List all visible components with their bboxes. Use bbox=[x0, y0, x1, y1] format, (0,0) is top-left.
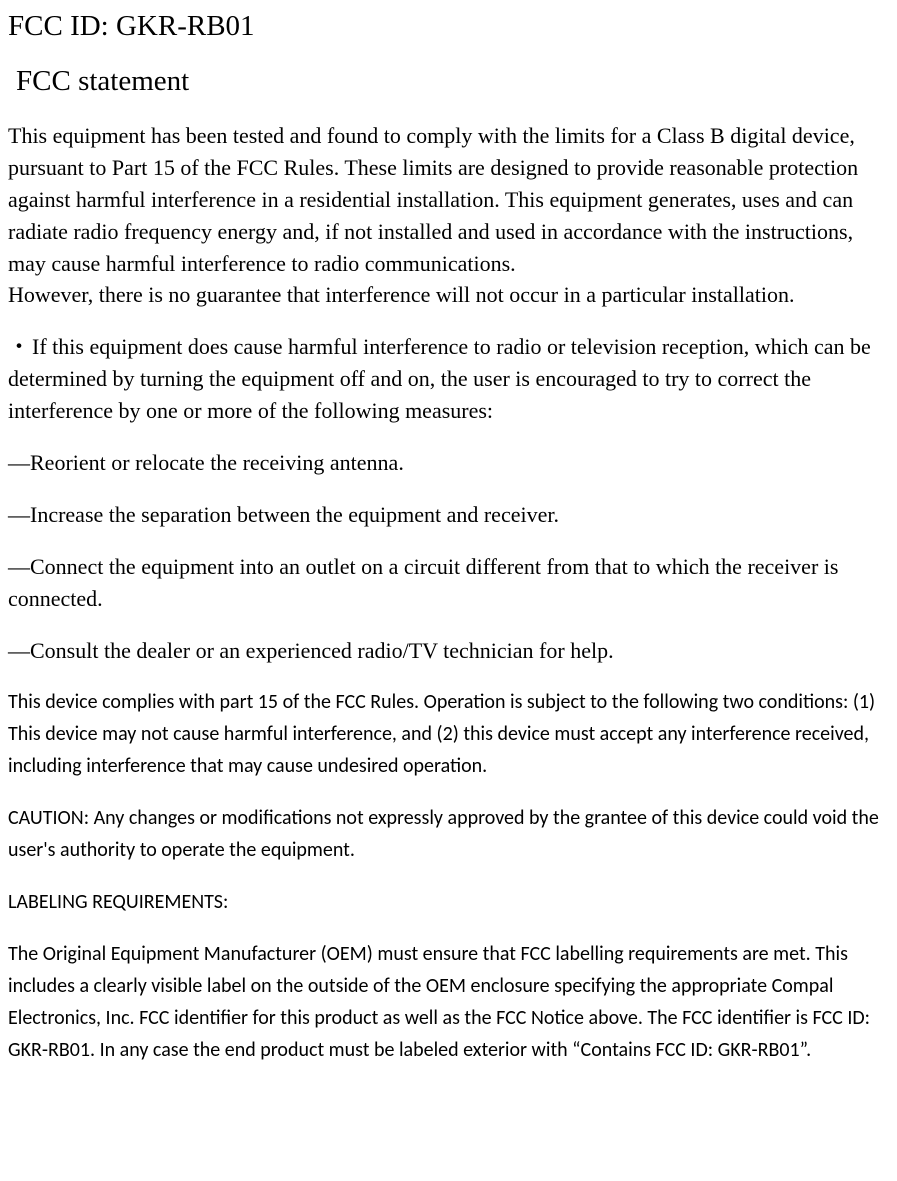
dash-icon: — bbox=[8, 635, 30, 667]
measure-3-text: Connect the equipment into an outlet on … bbox=[8, 554, 838, 611]
statement-title: FCC statement bbox=[8, 65, 889, 98]
measure-4: —Consult the dealer or an experienced ra… bbox=[8, 635, 889, 667]
dash-icon: — bbox=[8, 499, 30, 531]
bullet-paragraph: ・If this equipment does cause harmful in… bbox=[8, 331, 889, 427]
intro-text-2: However, there is no guarantee that inte… bbox=[8, 282, 795, 307]
labeling-title: LABELING REQUIREMENTS: bbox=[8, 886, 889, 918]
measure-3: —Connect the equipment into an outlet on… bbox=[8, 551, 889, 615]
intro-text-1: This equipment has been tested and found… bbox=[8, 123, 858, 276]
dash-icon: — bbox=[8, 447, 30, 479]
labeling-body: The Original Equipment Manufacturer (OEM… bbox=[8, 938, 889, 1066]
bullet-text: If this equipment does cause harmful int… bbox=[8, 334, 871, 423]
fcc-id-heading: FCC ID: GKR-RB01 bbox=[8, 10, 889, 43]
measure-4-text: Consult the dealer or an experienced rad… bbox=[30, 638, 614, 663]
dash-icon: — bbox=[8, 551, 30, 583]
measure-1: —Reorient or relocate the receiving ante… bbox=[8, 447, 889, 479]
measure-1-text: Reorient or relocate the receiving anten… bbox=[30, 450, 404, 475]
compliance-paragraph: This device complies with part 15 of the… bbox=[8, 686, 889, 782]
caution-paragraph: CAUTION: Any changes or modifications no… bbox=[8, 802, 889, 866]
measure-2: —Increase the separation between the equ… bbox=[8, 499, 889, 531]
measure-2-text: Increase the separation between the equi… bbox=[30, 502, 559, 527]
bullet-icon: ・ bbox=[8, 331, 30, 363]
intro-paragraph: This equipment has been tested and found… bbox=[8, 120, 889, 311]
